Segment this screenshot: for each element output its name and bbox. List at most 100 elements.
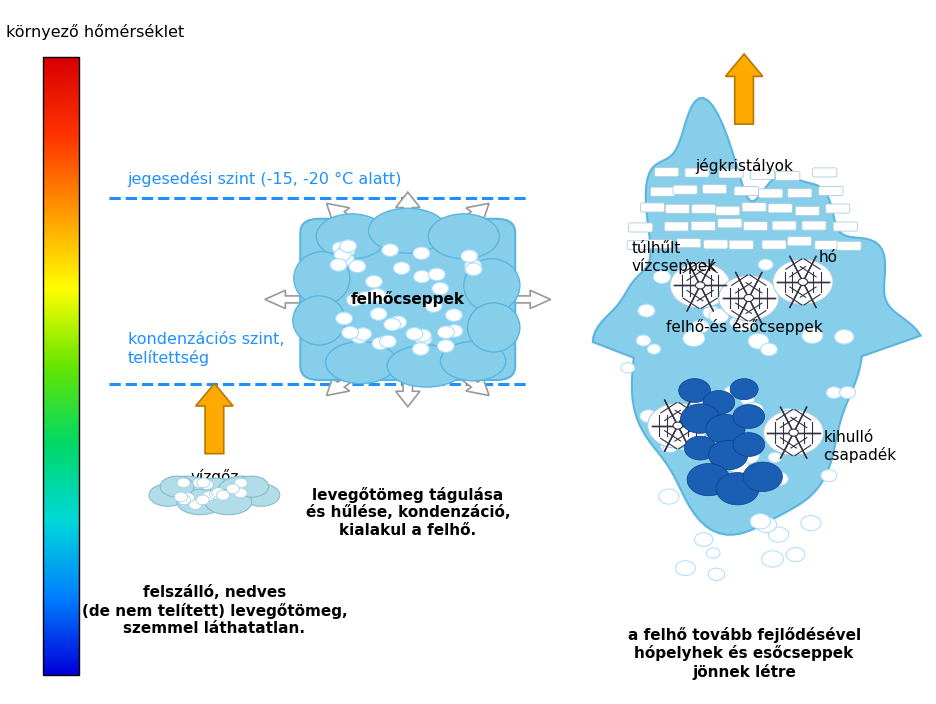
FancyBboxPatch shape [717, 219, 741, 228]
FancyBboxPatch shape [786, 237, 811, 246]
Circle shape [464, 259, 481, 272]
Circle shape [695, 282, 704, 289]
Text: felhőcseppek: felhőcseppek [350, 291, 464, 308]
Circle shape [332, 241, 348, 254]
Circle shape [732, 433, 764, 456]
Circle shape [680, 285, 700, 300]
Circle shape [778, 408, 797, 423]
Circle shape [636, 335, 651, 346]
FancyArrow shape [515, 290, 550, 308]
FancyBboxPatch shape [654, 168, 678, 177]
Circle shape [706, 548, 719, 558]
Circle shape [683, 436, 715, 460]
Circle shape [464, 263, 481, 276]
FancyBboxPatch shape [761, 240, 785, 249]
Ellipse shape [315, 214, 387, 259]
Circle shape [797, 278, 807, 285]
FancyBboxPatch shape [795, 206, 819, 215]
Text: jégkristályok: jégkristályok [695, 158, 792, 174]
Circle shape [736, 447, 758, 464]
FancyBboxPatch shape [742, 222, 767, 230]
FancyBboxPatch shape [639, 203, 664, 212]
Circle shape [177, 495, 190, 505]
Circle shape [368, 289, 385, 301]
Circle shape [768, 452, 781, 463]
FancyBboxPatch shape [812, 168, 836, 177]
FancyBboxPatch shape [733, 187, 757, 196]
FancyBboxPatch shape [775, 171, 799, 180]
Text: környező hőmérséklet: környező hőmérséklet [6, 24, 184, 40]
Text: a felhő tovább fejlődésével
hópelyhek és esőcseppek
jönnek létre: a felhő tovább fejlődésével hópelyhek és… [627, 627, 860, 680]
Circle shape [431, 282, 448, 295]
Circle shape [621, 363, 635, 373]
Circle shape [760, 343, 777, 356]
Circle shape [389, 316, 406, 329]
Circle shape [329, 258, 346, 271]
Circle shape [755, 517, 776, 533]
Text: túlhűlt
vízcseppek: túlhűlt vízcseppek [631, 241, 716, 274]
Circle shape [658, 489, 679, 504]
Circle shape [675, 434, 695, 451]
Circle shape [728, 459, 748, 474]
Text: kihulló
csapadék: kihulló csapadék [823, 430, 896, 463]
Circle shape [189, 500, 202, 510]
FancyBboxPatch shape [300, 219, 515, 380]
FancyBboxPatch shape [758, 189, 782, 198]
FancyBboxPatch shape [814, 240, 839, 249]
Circle shape [349, 260, 365, 272]
Ellipse shape [325, 341, 396, 384]
Circle shape [718, 275, 778, 320]
Circle shape [750, 514, 769, 529]
Circle shape [687, 410, 701, 420]
Text: felhő-és esőcseppek: felhő-és esőcseppek [665, 320, 822, 336]
FancyBboxPatch shape [691, 221, 714, 230]
Circle shape [227, 484, 240, 494]
Circle shape [772, 259, 832, 304]
Circle shape [177, 478, 190, 488]
Ellipse shape [242, 484, 280, 506]
Circle shape [686, 381, 701, 392]
Circle shape [351, 331, 368, 344]
FancyBboxPatch shape [825, 204, 849, 213]
Circle shape [335, 312, 352, 325]
Circle shape [405, 327, 422, 340]
Circle shape [210, 489, 223, 499]
FancyBboxPatch shape [626, 241, 651, 250]
FancyBboxPatch shape [832, 222, 856, 231]
Circle shape [346, 294, 363, 306]
Circle shape [699, 403, 715, 415]
Ellipse shape [368, 208, 446, 253]
FancyBboxPatch shape [650, 187, 674, 196]
Circle shape [713, 480, 730, 493]
Circle shape [425, 300, 442, 313]
Circle shape [742, 403, 763, 418]
Circle shape [761, 551, 782, 567]
FancyBboxPatch shape [801, 221, 826, 230]
Circle shape [704, 444, 718, 455]
Circle shape [212, 488, 225, 498]
Circle shape [372, 290, 388, 303]
Ellipse shape [293, 296, 344, 345]
Circle shape [729, 317, 743, 327]
Circle shape [782, 416, 797, 427]
FancyArrow shape [265, 290, 300, 308]
Ellipse shape [177, 489, 224, 515]
Circle shape [337, 253, 354, 265]
Ellipse shape [463, 259, 519, 312]
FancyArrow shape [460, 203, 489, 225]
Circle shape [682, 330, 704, 346]
Circle shape [660, 441, 674, 452]
Circle shape [234, 478, 247, 488]
Ellipse shape [179, 478, 250, 509]
FancyBboxPatch shape [728, 240, 753, 249]
Circle shape [834, 329, 853, 344]
Circle shape [788, 437, 805, 450]
Ellipse shape [467, 303, 519, 352]
Circle shape [705, 415, 744, 444]
Circle shape [704, 282, 722, 295]
Circle shape [413, 247, 430, 260]
FancyArrow shape [460, 374, 489, 396]
Bar [43, 58, 79, 674]
Circle shape [769, 472, 787, 486]
FancyBboxPatch shape [684, 168, 709, 177]
